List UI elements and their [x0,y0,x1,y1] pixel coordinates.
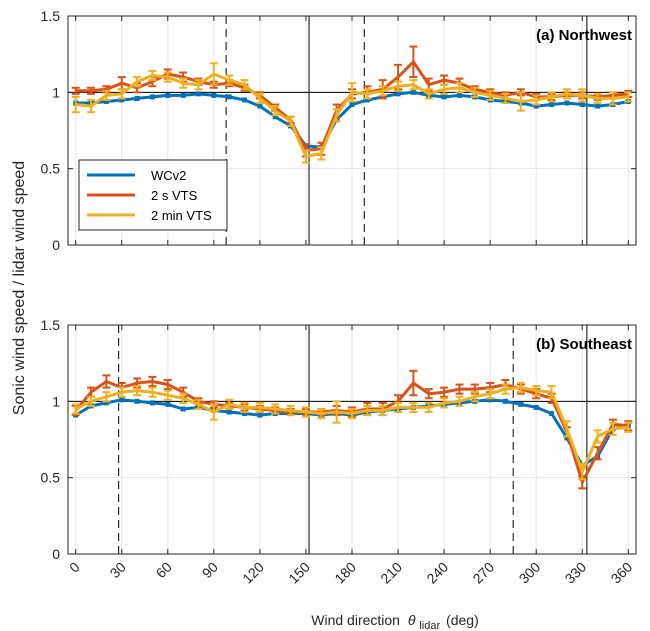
x-tick-label: 0 [66,559,83,576]
y-tick-label: 1 [52,393,60,409]
x-tick-label: 360 [608,559,636,587]
data-point [549,102,555,108]
legend-label: 2 s VTS [151,188,198,203]
y-tick-label: 0 [52,237,60,253]
data-point [242,411,248,417]
y-tick-label: 1.5 [41,317,61,333]
data-point [579,102,585,108]
x-tick-label: 180 [331,559,359,587]
data-point [149,94,155,100]
y-tick-label: 0 [52,546,60,562]
data-point [134,95,140,101]
data-point [487,397,493,403]
x-axis-label-unit: (deg) [446,612,479,628]
legend-label: WCv2 [151,168,186,183]
data-point [149,400,155,406]
x-tick-label: 30 [107,559,129,581]
data-point [165,401,171,407]
data-point [226,409,232,415]
x-tick-label: 120 [239,559,267,587]
data-point [503,398,509,404]
data-point [441,94,447,100]
data-point [595,103,601,109]
data-point [165,92,171,98]
data-point [119,397,125,403]
panel-title: (b) Southeast [536,336,632,353]
series-2-min-vts [71,382,633,481]
data-point [103,98,109,104]
legend: WCv2 2 s VTS 2 min VTS [78,159,228,231]
x-tick-label: 270 [469,559,497,587]
x-tick-label: 60 [153,559,175,581]
data-point [272,114,278,120]
x-tick-label: 210 [377,559,405,587]
data-point [456,92,462,98]
data-point [226,94,232,100]
data-point [180,406,186,412]
panel-title: (a) Northwest [536,27,632,44]
data-point [242,97,248,103]
data-point [195,91,201,97]
data-point [549,411,555,417]
data-point [180,92,186,98]
y-tick-label: 0.5 [41,161,61,177]
data-point [211,92,217,98]
panel-southeast: 0 0.5 1 1.5 0 30 60 90 120 150 180 210 240 270 300 330 3… [41,317,637,587]
data-point [364,97,370,103]
data-point [257,103,263,109]
x-tick-label: 330 [562,559,590,587]
data-point [410,89,416,95]
x-axis-label-symbol: θ [408,612,416,628]
data-point [395,91,401,97]
y-axis-label: Sonic wind speed / lidar wind speed [11,161,28,415]
y-tick-label: 0.5 [41,470,61,486]
y-tick-label: 1 [52,84,60,100]
legend-label: 2 min VTS [151,208,212,223]
x-axis-label-text: Wind direction [311,612,400,628]
data-point [518,401,524,407]
x-axis-label-subscript: lidar [419,620,440,631]
x-tick-label: 90 [199,559,221,581]
x-axis-label: Wind direction θ lidar (deg) [311,612,478,631]
data-point [119,97,125,103]
data-point [564,435,570,441]
data-point [134,398,140,404]
x-tick-label: 240 [423,559,451,587]
y-tick-label: 1.5 [41,8,61,24]
series-2-min-vts [71,62,633,164]
data-point [349,102,355,108]
x-tick-label: 150 [285,559,313,587]
data-point [103,400,109,406]
data-point [533,404,539,410]
data-point [257,412,263,418]
data-point [533,103,539,109]
x-tick-label: 300 [516,559,544,587]
data-point [564,100,570,106]
